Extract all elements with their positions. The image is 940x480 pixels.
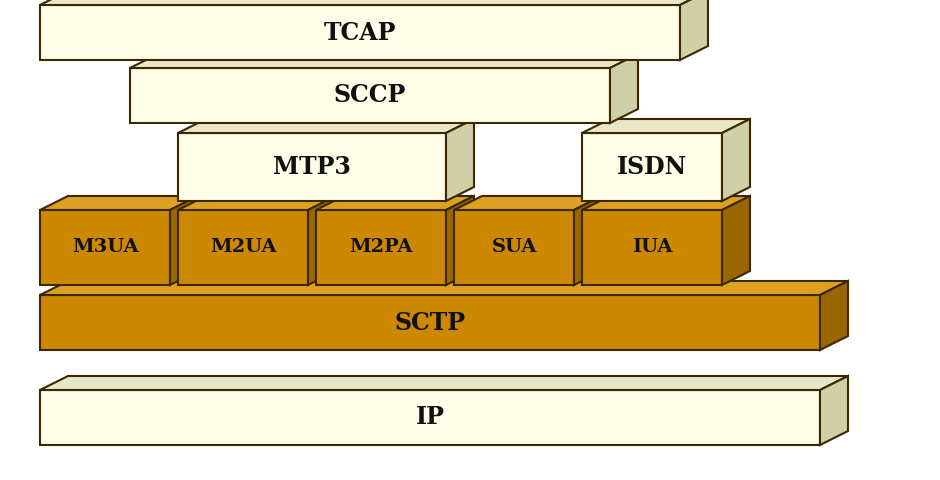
- Text: SCTP: SCTP: [395, 311, 465, 335]
- Polygon shape: [178, 196, 336, 210]
- Polygon shape: [178, 133, 446, 201]
- Polygon shape: [40, 0, 708, 5]
- Polygon shape: [610, 54, 638, 123]
- Polygon shape: [454, 210, 574, 285]
- Polygon shape: [40, 281, 848, 295]
- Text: M2UA: M2UA: [210, 239, 276, 256]
- Polygon shape: [308, 196, 336, 285]
- Polygon shape: [582, 133, 722, 201]
- Polygon shape: [40, 376, 848, 390]
- Polygon shape: [130, 54, 638, 68]
- Polygon shape: [820, 281, 848, 350]
- Text: MTP3: MTP3: [273, 155, 351, 179]
- Polygon shape: [574, 196, 602, 285]
- Polygon shape: [316, 210, 446, 285]
- Polygon shape: [40, 5, 680, 60]
- Polygon shape: [446, 119, 474, 201]
- Polygon shape: [446, 196, 474, 285]
- Polygon shape: [722, 196, 750, 285]
- Text: M3UA: M3UA: [71, 239, 138, 256]
- Polygon shape: [316, 196, 474, 210]
- Text: SUA: SUA: [492, 239, 537, 256]
- Polygon shape: [582, 196, 750, 210]
- Polygon shape: [582, 119, 750, 133]
- Text: IUA: IUA: [632, 239, 672, 256]
- Polygon shape: [178, 210, 308, 285]
- Text: M2PA: M2PA: [350, 239, 413, 256]
- Text: ISDN: ISDN: [617, 155, 687, 179]
- Polygon shape: [454, 196, 602, 210]
- Polygon shape: [40, 196, 198, 210]
- Polygon shape: [130, 68, 610, 123]
- Polygon shape: [170, 196, 198, 285]
- Polygon shape: [40, 295, 820, 350]
- Polygon shape: [582, 210, 722, 285]
- Polygon shape: [722, 119, 750, 201]
- Polygon shape: [178, 119, 474, 133]
- Text: TCAP: TCAP: [323, 21, 397, 45]
- Polygon shape: [40, 210, 170, 285]
- Polygon shape: [40, 390, 820, 445]
- Polygon shape: [680, 0, 708, 60]
- Polygon shape: [820, 376, 848, 445]
- Text: SCCP: SCCP: [334, 84, 406, 108]
- Text: IP: IP: [415, 406, 445, 430]
